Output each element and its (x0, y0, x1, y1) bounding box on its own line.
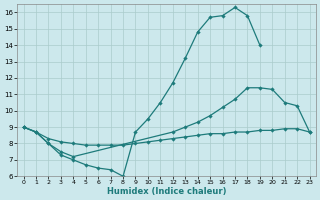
X-axis label: Humidex (Indice chaleur): Humidex (Indice chaleur) (107, 187, 226, 196)
